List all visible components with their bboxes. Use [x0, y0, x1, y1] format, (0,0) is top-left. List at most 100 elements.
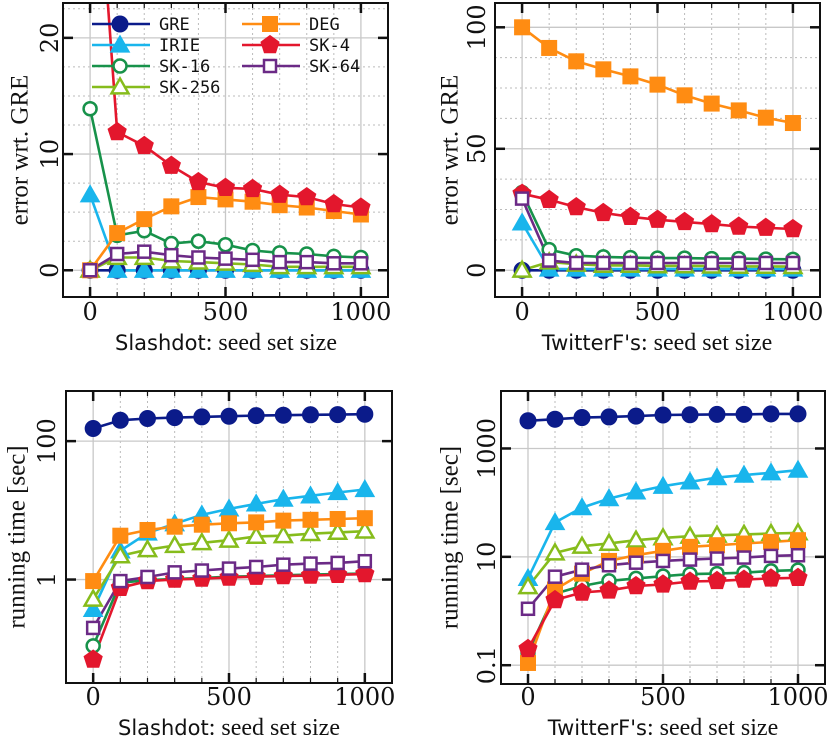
data-point-deg	[595, 61, 612, 78]
panel-4: 0 500 1000 0.1 10 1000 running time [sec] Twitt…	[437, 390, 829, 741]
data-point-gre	[139, 410, 156, 428]
legend-entry-sk-256: SK-256	[92, 75, 220, 98]
data-point-sk-4	[707, 570, 727, 590]
data-point-sk-64	[85, 620, 101, 636]
data-point-sk-64	[272, 254, 287, 270]
data-point-deg	[139, 521, 156, 538]
panel-2: 0 500 1000 0 50 100 error wrt. GRE TwitterF's: …	[437, 2, 823, 356]
x-axis-label-dataset: Slashdot	[118, 716, 209, 740]
data-point-sk-4	[756, 217, 776, 236]
data-point-irie	[511, 212, 533, 231]
data-point-sk-16	[217, 236, 234, 253]
data-point-gre	[247, 407, 265, 425]
x-tick-label: 1000	[334, 683, 395, 711]
data-point-sk-256	[544, 541, 566, 561]
data-point-sk-64	[758, 255, 774, 271]
data-point-sk-4	[566, 196, 586, 216]
data-point-deg	[541, 39, 558, 56]
data-point-sk-4	[297, 186, 317, 206]
x-tick-label: 0	[82, 298, 97, 326]
x-tick-label: 500	[635, 298, 681, 326]
data-point-deg	[709, 537, 725, 554]
data-point-sk-64	[650, 255, 665, 271]
data-point-sk-256	[218, 529, 240, 548]
data-point-sk-64	[164, 247, 179, 263]
data-point-gre	[329, 406, 347, 424]
data-point-deg	[136, 211, 153, 228]
y-axis-label: running time [sec]	[437, 446, 464, 629]
data-point-sk-64	[276, 557, 291, 572]
data-point-sk-4	[761, 568, 781, 587]
data-point-gre	[573, 409, 591, 427]
data-point-sk-256	[272, 524, 294, 544]
x-tick-label: 500	[640, 683, 686, 711]
y-tick-label: 0	[36, 263, 64, 278]
legend-entry-sk-64: SK-64	[242, 57, 360, 77]
data-point-irie	[679, 471, 701, 490]
x-axis-label: Slashdot: seed set size	[115, 330, 337, 356]
data-point-irie	[733, 464, 755, 483]
data-point-sk-4	[599, 580, 619, 599]
legend-label: IRIE	[159, 36, 200, 56]
data-point-sk-64	[245, 252, 260, 268]
legend-marker	[109, 75, 131, 95]
data-point-sk-4	[518, 638, 538, 658]
data-point-sk-64	[520, 601, 536, 617]
data-point-deg	[676, 87, 693, 104]
data-point-gre	[708, 405, 726, 423]
data-point-gre	[111, 411, 129, 429]
data-point-deg	[356, 510, 373, 527]
y-tick-label: 1000	[473, 418, 501, 479]
data-point-sk-64	[682, 552, 698, 567]
data-point-deg	[622, 68, 639, 85]
data-point-sk-256	[571, 535, 593, 554]
legend-marker	[260, 34, 280, 54]
data-point-sk-4	[351, 197, 371, 216]
data-point-sk-64	[82, 263, 98, 278]
data-point-deg	[736, 535, 752, 552]
y-axis-label: error wrt. GRE	[437, 75, 464, 226]
legend-label: DEG	[309, 15, 340, 35]
x-axis-label-rest: : seed set size	[641, 330, 772, 356]
y-tick-label: 100	[463, 4, 491, 50]
data-point-sk-64	[326, 256, 342, 271]
data-point-gre	[735, 405, 753, 423]
data-point-sk-4	[161, 155, 181, 174]
data-point-sk-256	[164, 534, 186, 554]
legend-label: SK-256	[159, 78, 220, 98]
data-point-irie	[300, 485, 321, 504]
data-point-deg	[221, 515, 237, 532]
data-point-deg	[85, 573, 102, 590]
data-point-irie	[625, 481, 647, 500]
data-point-deg	[248, 514, 265, 531]
data-point-sk-256	[327, 521, 349, 541]
data-point-sk-64	[596, 255, 611, 271]
data-point-sk-256	[136, 538, 159, 558]
data-point-sk-4	[545, 589, 565, 609]
data-point-sk-64	[514, 191, 530, 206]
data-point-sk-64	[704, 255, 719, 271]
data-point-sk-256	[299, 522, 322, 542]
data-point-sk-256	[354, 520, 376, 539]
data-point-irie	[79, 184, 101, 203]
data-point-sk-4	[270, 184, 290, 203]
x-tick-label: 0	[514, 298, 529, 326]
data-point-sk-64	[248, 559, 264, 575]
legend-entry-sk-16: SK-16	[92, 57, 210, 77]
data-point-sk-4	[647, 209, 668, 228]
data-point-deg	[520, 654, 536, 671]
data-point-sk-64	[569, 255, 584, 271]
data-point-sk-4	[674, 211, 695, 231]
x-axis-label-dataset: TwitterF's	[547, 716, 647, 740]
data-point-sk-64	[221, 561, 237, 576]
y-tick-label: 1	[33, 572, 61, 587]
legend-label: SK-64	[309, 57, 360, 77]
data-point-sk-256	[598, 532, 620, 552]
series-layer	[82, 405, 376, 668]
data-point-deg	[757, 109, 774, 126]
legend-marker	[262, 16, 278, 32]
legend-marker	[112, 58, 128, 74]
series-layer	[511, 19, 804, 279]
data-point-gre	[302, 406, 319, 424]
